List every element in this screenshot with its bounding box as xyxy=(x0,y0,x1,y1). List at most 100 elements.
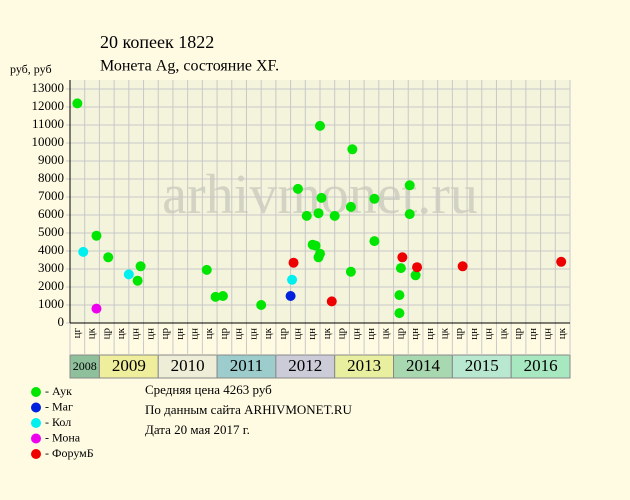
column-label: цр xyxy=(277,328,289,340)
point xyxy=(345,266,356,277)
column-label: цк xyxy=(86,327,98,339)
legend-marker xyxy=(31,449,41,459)
y-tick-label: 1000 xyxy=(38,296,64,311)
year-label: 2014 xyxy=(406,356,441,375)
column-label: цк xyxy=(321,327,333,339)
column-label: цн xyxy=(483,328,495,340)
year-label: 2009 xyxy=(112,356,146,375)
point xyxy=(103,252,114,263)
column-label: цн xyxy=(527,328,539,340)
point xyxy=(78,246,89,257)
legend-label: - Аук xyxy=(45,384,72,398)
point xyxy=(310,240,321,251)
point xyxy=(316,192,327,203)
column-label: цн xyxy=(291,328,303,340)
point xyxy=(397,252,408,263)
point xyxy=(256,300,267,310)
legend-label: - ФорумБ xyxy=(45,446,94,460)
point xyxy=(132,275,143,286)
column-label: цн xyxy=(144,328,156,340)
column-label: цк xyxy=(115,327,127,339)
legend-label: - Маг xyxy=(45,399,73,413)
column-label: цр xyxy=(100,328,112,340)
legend-marker xyxy=(31,402,41,413)
column-label: цн xyxy=(365,328,377,340)
chart-title: 20 копеек 1822 xyxy=(100,32,214,52)
legend-marker xyxy=(31,418,41,428)
column-label: цк xyxy=(203,327,215,339)
column-label: цн xyxy=(130,328,142,340)
column-label: цн xyxy=(409,328,421,340)
y-tick-label: 4000 xyxy=(38,242,64,257)
column-label: цн xyxy=(306,328,318,340)
column-label: цк xyxy=(497,327,509,339)
column-label: цн xyxy=(468,328,480,340)
column-label: цк xyxy=(556,327,568,339)
point xyxy=(313,252,324,263)
legend-marker xyxy=(31,433,41,444)
y-tick-label: 7000 xyxy=(38,188,64,203)
point xyxy=(72,98,83,109)
column-label: цр xyxy=(336,328,348,340)
point xyxy=(210,291,221,302)
column-label: цк xyxy=(439,327,451,339)
point xyxy=(329,210,340,221)
point xyxy=(201,264,212,275)
column-label: цр xyxy=(218,328,230,340)
column-label: цн xyxy=(174,328,186,340)
point xyxy=(394,290,405,301)
point xyxy=(91,230,102,241)
column-label: цр xyxy=(159,328,171,340)
column-label: цн xyxy=(350,328,362,340)
column-label: цн xyxy=(233,328,245,340)
point xyxy=(285,291,296,301)
y-tick-label: 6000 xyxy=(38,206,64,221)
y-tick-label: 8000 xyxy=(38,170,64,185)
point xyxy=(404,209,415,220)
legend-marker xyxy=(31,387,41,397)
point xyxy=(410,270,421,281)
point xyxy=(326,296,337,307)
column-label: цр xyxy=(453,328,465,340)
year-label: 2012 xyxy=(288,356,322,375)
column-label: цк xyxy=(262,327,274,339)
point xyxy=(91,303,102,314)
year-label: 2008 xyxy=(73,359,97,373)
y-tick-label: 9000 xyxy=(38,152,64,167)
point xyxy=(123,269,134,280)
legend-label: - Мона xyxy=(45,430,81,444)
y-axis-label: руб, руб xyxy=(10,62,52,76)
point xyxy=(457,261,468,272)
point xyxy=(395,263,406,274)
point xyxy=(217,291,228,301)
point xyxy=(315,120,325,131)
point xyxy=(404,180,415,191)
column-label: цг xyxy=(71,328,83,339)
point xyxy=(394,308,405,319)
point xyxy=(347,144,358,155)
column-label: цр xyxy=(394,328,406,340)
point xyxy=(556,256,567,267)
y-tick-label: 12000 xyxy=(32,98,65,113)
point xyxy=(412,262,423,273)
note: Дата 20 мая 2017 г. xyxy=(145,422,250,437)
point xyxy=(288,257,299,268)
point xyxy=(369,236,380,247)
point xyxy=(369,193,380,204)
column-label: цн xyxy=(424,328,436,340)
point xyxy=(135,261,146,272)
column-label: цн xyxy=(541,328,553,340)
y-tick-label: 11000 xyxy=(32,116,64,131)
point xyxy=(345,201,356,212)
y-tick-label: 0 xyxy=(58,314,65,329)
point xyxy=(313,208,324,219)
column-label: цр xyxy=(512,328,524,340)
y-tick-label: 5000 xyxy=(38,224,64,239)
y-tick-label: 13000 xyxy=(32,80,65,95)
point xyxy=(301,210,312,221)
column-label: цн xyxy=(247,328,259,340)
column-label: цн xyxy=(189,328,201,340)
y-tick-label: 2000 xyxy=(38,278,64,293)
